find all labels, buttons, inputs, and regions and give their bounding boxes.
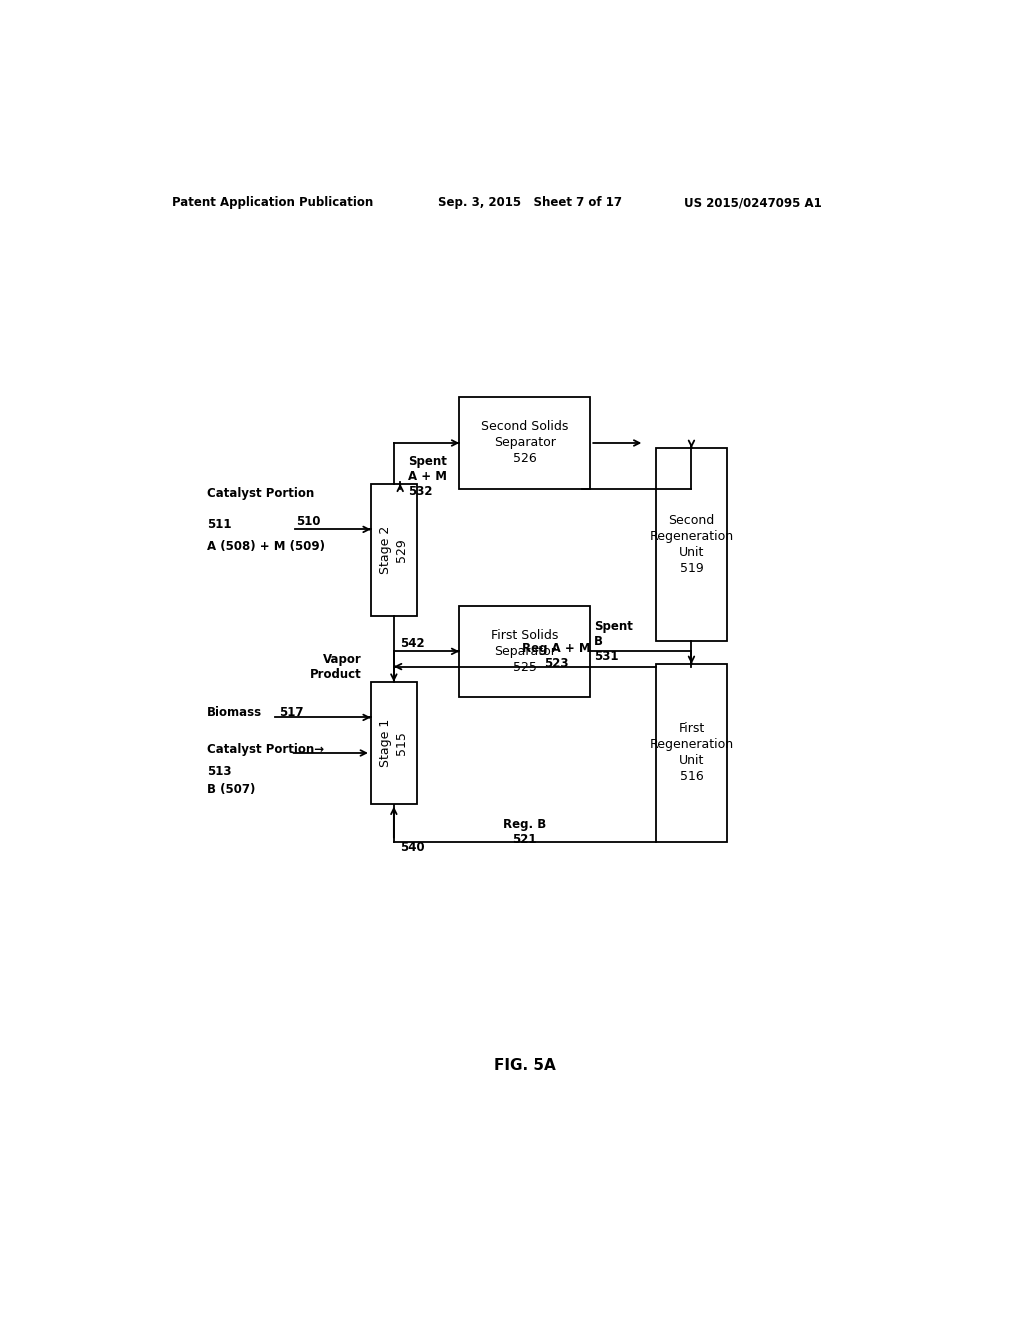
- Text: Spent
B
531: Spent B 531: [594, 619, 633, 663]
- Text: Catalyst Portion→: Catalyst Portion→: [207, 743, 325, 756]
- Text: Biomass: Biomass: [207, 706, 262, 719]
- Text: 513: 513: [207, 764, 231, 777]
- Bar: [655, 664, 727, 842]
- Text: Stage 2
529: Stage 2 529: [379, 525, 409, 574]
- Text: First Solids
Separator
525: First Solids Separator 525: [492, 628, 558, 673]
- Text: Vapor
Product: Vapor Product: [309, 652, 361, 681]
- Text: FIG. 5A: FIG. 5A: [494, 1057, 556, 1073]
- Text: 542: 542: [400, 638, 425, 651]
- Text: First
Regeneration
Unit
516: First Regeneration Unit 516: [649, 722, 733, 784]
- Text: Patent Application Publication: Patent Application Publication: [172, 195, 373, 209]
- Text: 540: 540: [400, 841, 425, 854]
- Text: Sep. 3, 2015   Sheet 7 of 17: Sep. 3, 2015 Sheet 7 of 17: [437, 195, 622, 209]
- Text: 517: 517: [279, 706, 303, 719]
- Text: Reg A + M
523: Reg A + M 523: [522, 643, 591, 671]
- Bar: [371, 682, 417, 804]
- Text: A (508) + M (509): A (508) + M (509): [207, 540, 326, 553]
- Text: Stage 1
515: Stage 1 515: [379, 718, 409, 767]
- Text: Catalyst Portion: Catalyst Portion: [207, 487, 314, 500]
- Bar: [655, 447, 727, 642]
- Text: Second Solids
Separator
526: Second Solids Separator 526: [481, 421, 568, 466]
- Bar: [371, 483, 417, 615]
- Text: US 2015/0247095 A1: US 2015/0247095 A1: [684, 195, 821, 209]
- Text: Second
Regeneration
Unit
519: Second Regeneration Unit 519: [649, 513, 733, 576]
- Bar: [460, 397, 590, 488]
- Text: Spent
A + M
532: Spent A + M 532: [409, 454, 447, 498]
- Text: Reg. B
521: Reg. B 521: [503, 818, 547, 846]
- Text: 511: 511: [207, 517, 231, 531]
- Text: B (507): B (507): [207, 783, 256, 796]
- Text: 510: 510: [296, 515, 321, 528]
- Bar: [460, 606, 590, 697]
